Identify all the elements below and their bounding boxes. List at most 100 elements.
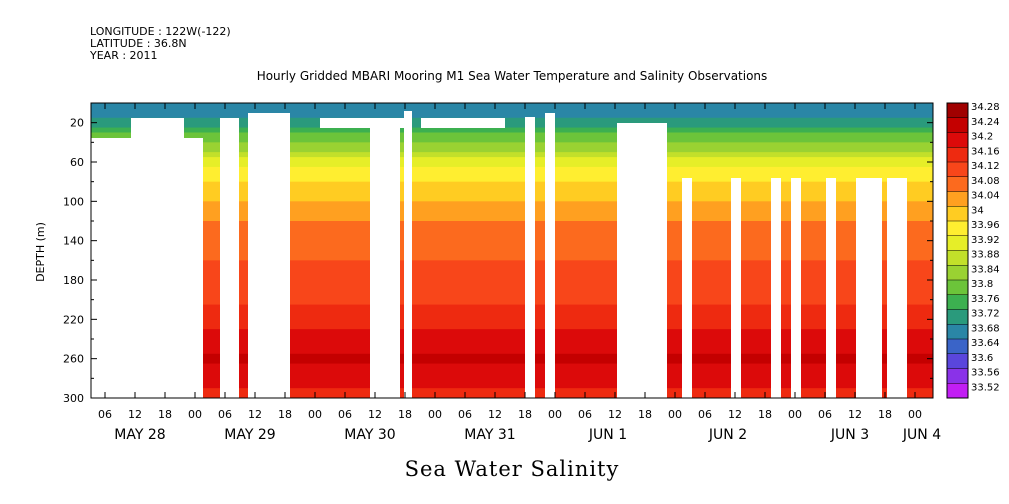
colorbar-swatch (947, 176, 968, 192)
salinity-band (91, 280, 933, 286)
colorbar-swatch (947, 117, 968, 133)
salinity-band (91, 122, 933, 129)
salinity-band (91, 127, 933, 133)
salinity-band (91, 373, 933, 379)
x-tick-label: 18 (758, 408, 772, 421)
x-tick-label: 06 (578, 408, 592, 421)
x-tick-label: 00 (668, 408, 682, 421)
x-tick-label: 18 (158, 408, 172, 421)
colorbar-label: 33.96 (971, 220, 1000, 231)
salinity-band (91, 201, 933, 207)
salinity-band (91, 221, 933, 227)
salinity-band (91, 319, 933, 325)
salinity-band (91, 225, 933, 232)
colorbar-label: 34.28 (971, 102, 1000, 113)
colorbar-swatch (947, 339, 968, 355)
x-tick-label: 06 (338, 408, 352, 421)
data-gap (887, 178, 907, 398)
salinity-band (91, 112, 933, 119)
y-tick-label: 300 (63, 392, 84, 405)
salinity-band (91, 117, 933, 124)
salinity-band (91, 383, 933, 389)
salinity-band (91, 171, 933, 178)
salinity-band (91, 176, 933, 183)
data-gap (131, 118, 184, 398)
salinity-band (91, 137, 933, 143)
data-gaps (91, 111, 907, 398)
data-gap (220, 118, 239, 398)
salinity-band (91, 260, 933, 266)
salinity-band (91, 103, 933, 109)
colorbar-swatch (947, 265, 968, 281)
longitude-label: LONGITUDE : 122W(-122) (90, 25, 231, 38)
colorbar-label: 33.52 (971, 382, 1000, 393)
colorbar-label: 33.72 (971, 309, 1000, 320)
x-tick-label: 00 (308, 408, 322, 421)
date-label: JUN 3 (830, 427, 869, 443)
data-gap (826, 178, 836, 398)
colorbar-label: 34.16 (971, 146, 1000, 157)
colorbar-swatch (947, 324, 968, 340)
y-tick-label: 60 (70, 156, 84, 169)
x-tick-label: 18 (518, 408, 532, 421)
colorbar-swatch (947, 383, 968, 399)
data-gap (131, 118, 183, 133)
date-label: MAY 29 (224, 427, 275, 443)
salinity-band (91, 250, 933, 256)
colorbar-swatch (947, 191, 968, 207)
plot-area (91, 103, 933, 399)
colorbar-swatch (947, 280, 968, 296)
colorbar-swatch (947, 368, 968, 384)
x-tick-label: 06 (98, 408, 112, 421)
salinity-band (91, 393, 933, 399)
salinity-band (91, 314, 933, 320)
data-gap (487, 118, 505, 128)
salinity-band (91, 270, 933, 276)
salinity-band (91, 152, 933, 158)
x-tick-label: 12 (848, 408, 862, 421)
salinity-band (91, 235, 933, 242)
date-label: JUN 2 (708, 427, 747, 443)
salinity-band (91, 388, 933, 394)
colorbar-label: 34.12 (971, 161, 1000, 172)
colorbar-swatch (947, 294, 968, 310)
colorbar-label: 33.76 (971, 294, 1000, 305)
year-label: YEAR : 2011 (89, 49, 158, 62)
x-tick-label: 12 (488, 408, 502, 421)
data-gap (731, 178, 741, 398)
colorbar-swatch (947, 353, 968, 369)
data-gap (370, 118, 400, 398)
y-tick-label: 180 (63, 274, 84, 287)
colorbar-label: 33.92 (971, 235, 1000, 246)
x-tick-label: 12 (368, 408, 382, 421)
x-tick-label: 06 (458, 408, 472, 421)
salinity-band (91, 211, 933, 217)
x-tick-label: 06 (698, 408, 712, 421)
data-gap (320, 118, 404, 128)
salinity-band (91, 196, 933, 202)
salinity-band (91, 191, 933, 197)
salinity-band (91, 353, 933, 360)
colorbar-swatch (947, 309, 968, 325)
date-label: JUN 4 (902, 427, 941, 443)
colorbar: 34.28 34.24 34.2 34.16 34.12 34.08 34.04 34 33.9… (946, 102, 1000, 399)
colorbar-label: 34.08 (971, 176, 1000, 187)
salinity-band (91, 329, 933, 335)
salinity-band (91, 324, 933, 330)
salinity-band (91, 230, 933, 237)
y-tick-label: 220 (63, 313, 84, 326)
salinity-band (91, 284, 933, 291)
x-tick-label: 18 (638, 408, 652, 421)
data-gap (525, 117, 535, 398)
salinity-band (91, 206, 933, 212)
colorbar-swatch (947, 103, 968, 119)
salinity-band (91, 142, 933, 148)
x-tick-label: 06 (818, 408, 832, 421)
salinity-band (91, 309, 933, 315)
y-axis: 20 60 100 140 180 220 260 300 (63, 102, 933, 405)
chart-title: Hourly Gridded MBARI Mooring M1 Sea Wate… (257, 69, 768, 83)
colorbar-label: 33.88 (971, 250, 1000, 261)
data-gap (791, 178, 801, 398)
date-label: JUN 1 (588, 427, 627, 443)
